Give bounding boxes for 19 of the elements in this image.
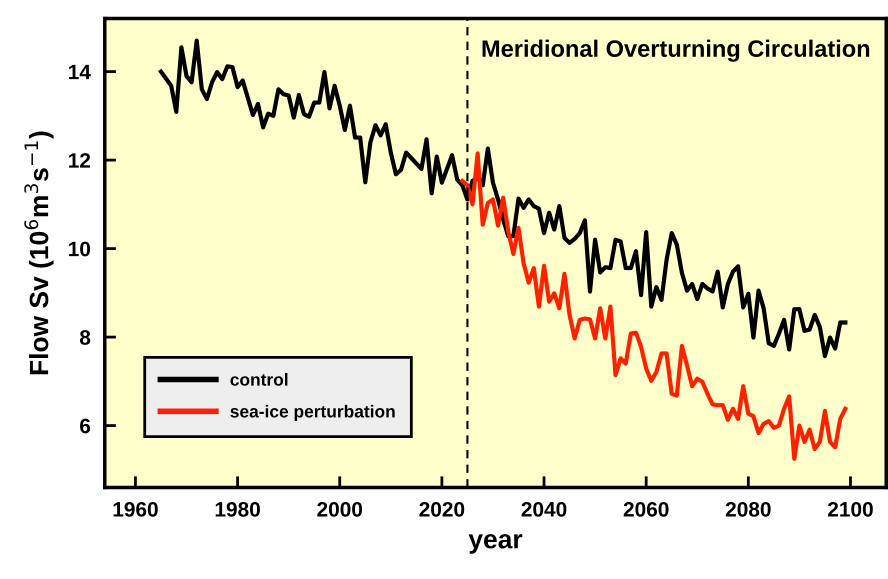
x-tick-label: 1960 [114,502,158,517]
x-tick-label: 2100 [828,502,873,517]
x-tick-label: 2080 [726,502,771,517]
x-tick-label: 2040 [522,502,566,517]
text: Meridional Overturning Circulation [482,40,870,62]
y-axis-title: Flow Sv (10$^{6}$m$^{3}$s$^{−1}$) [24,132,54,374]
x-tick-label: 2020 [419,502,464,517]
x-tick-label: 1980 [216,502,260,517]
legend-label: control [230,373,288,386]
x-tick-label: 2000 [317,502,362,517]
y-tick-label: 14 [69,64,91,80]
y-tick-label: 12 [69,153,90,168]
y-tick-label: 10 [69,242,90,256]
line-series [460,151,848,461]
y-tick-label: 8 [80,330,90,345]
legend-label: sea-ice perturbation [230,404,395,422]
x-axis-title: year [468,534,522,554]
x-tick-label: 2060 [624,502,668,517]
y-tick-label: 6 [80,418,90,434]
